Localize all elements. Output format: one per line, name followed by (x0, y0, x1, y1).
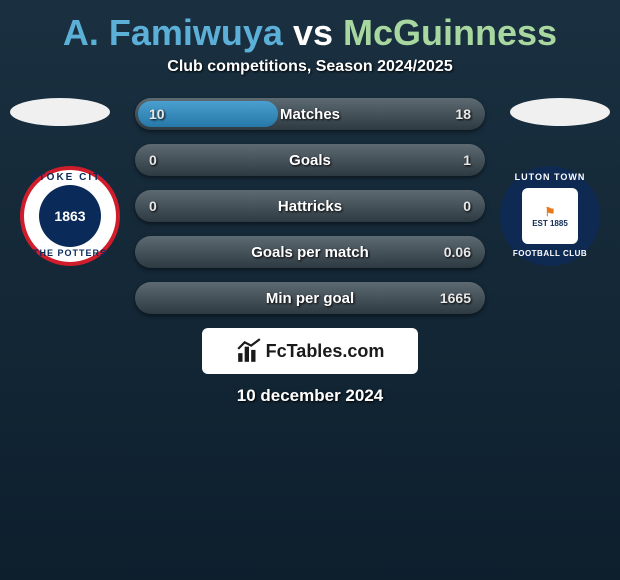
crest-shield: ⚑ EST 1885 (522, 188, 578, 244)
crest-text-top: STOKE CITY (30, 172, 110, 183)
crest-est: EST 1885 (532, 219, 568, 228)
stat-value-right: 18 (455, 106, 471, 122)
stat-label: Hattricks (278, 198, 342, 215)
stat-value-right: 0.06 (444, 244, 471, 260)
stats-rows: 10Matches180Goals10Hattricks0Goals per m… (135, 98, 485, 314)
brand-badge: FcTables.com (202, 328, 418, 374)
comparison-stage: STOKE CITY 1863 THE POTTERS LUTON TOWN ⚑… (0, 98, 620, 406)
brand-text: FcTables.com (266, 341, 385, 362)
stat-value-left: 0 (149, 152, 157, 168)
crest-text-bottom: THE POTTERS (33, 248, 107, 258)
player1-portrait (10, 98, 110, 126)
date-stamp: 10 december 2024 (0, 386, 620, 406)
stat-row: 0 Hattricks 0 (135, 190, 485, 222)
player2-name: McGuinness (343, 12, 557, 53)
club-crest-luton: LUTON TOWN ⚑ EST 1885 FOOTBALL CLUB (500, 166, 600, 266)
chart-icon (236, 338, 262, 364)
stat-label: Matches (280, 106, 340, 123)
stat-row: Min per goal 1665 (135, 282, 485, 314)
stat-value-right: 0 (463, 198, 471, 214)
stat-row: 10 Matches 18 (135, 98, 485, 130)
stat-row: 0 Goals 1 (135, 144, 485, 176)
stat-value-left: 10 (149, 106, 165, 122)
crest-text-top: LUTON TOWN (515, 172, 586, 182)
crest-inner: 1863 (39, 185, 101, 247)
stat-label: Min per goal (266, 290, 354, 307)
stat-label: Goals per match (251, 244, 369, 261)
crest-text-bottom: FOOTBALL CLUB (513, 249, 587, 258)
stat-row: Goals per match 0.06 (135, 236, 485, 268)
stat-value-left: 0 (149, 198, 157, 214)
crest-est: 1863 (54, 209, 85, 223)
shield-icon: ⚑ (545, 205, 556, 219)
player1-name: A. Famiwuya (63, 12, 283, 53)
stat-value-right: 1 (463, 152, 471, 168)
page-title: A. Famiwuya vs McGuinness (0, 0, 620, 58)
club-crest-stoke: STOKE CITY 1863 THE POTTERS (20, 166, 120, 266)
player2-portrait (510, 98, 610, 126)
stat-label: Goals (289, 152, 331, 169)
subtitle: Club competitions, Season 2024/2025 (0, 58, 620, 76)
title-vs: vs (293, 12, 333, 53)
stat-value-right: 1665 (440, 290, 471, 306)
